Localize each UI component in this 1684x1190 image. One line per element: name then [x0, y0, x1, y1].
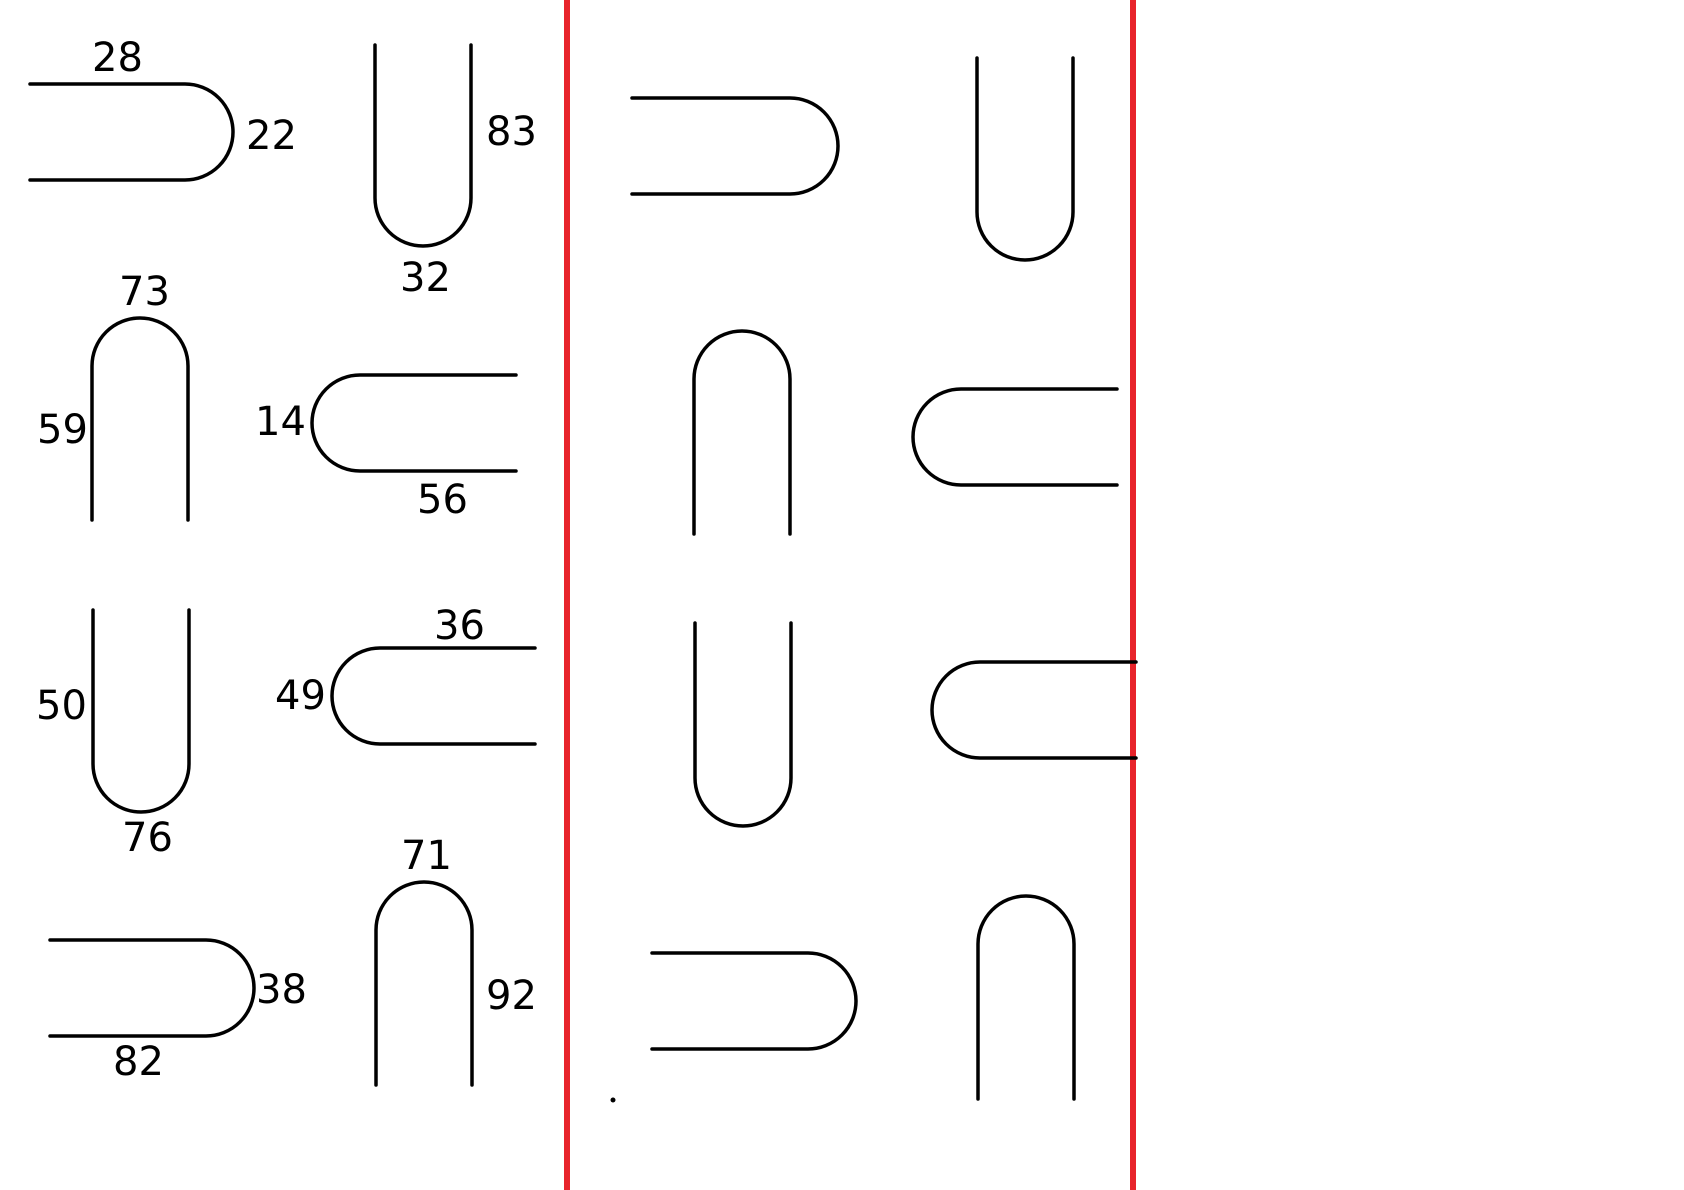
label-shape7-right: 38 — [256, 967, 307, 1013]
label-shape2-right: 83 — [486, 109, 537, 155]
unlabeled-slot-2 — [975, 56, 1075, 262]
slot-shape-4 — [310, 373, 518, 473]
label-shape1-top: 28 — [92, 35, 143, 81]
slot-shape-6 — [330, 646, 537, 746]
stray-dot — [610, 1097, 616, 1103]
label-shape2-bottom: 32 — [400, 255, 451, 301]
slot-shape-8 — [374, 880, 474, 1087]
label-shape3-left: 59 — [37, 407, 88, 453]
label-shape4-left: 14 — [255, 399, 306, 445]
unlabeled-slot-4 — [911, 387, 1119, 487]
unlabeled-slot-3 — [692, 329, 792, 536]
slot-shape-7 — [48, 938, 256, 1038]
unlabeled-slot-1 — [630, 96, 840, 196]
label-shape5-left: 50 — [36, 683, 87, 729]
label-shape8-top: 71 — [401, 833, 452, 879]
unlabeled-slot-5 — [693, 621, 793, 828]
label-shape6-top: 36 — [434, 603, 485, 649]
label-shape8-right: 92 — [486, 973, 537, 1019]
unlabeled-slot-8 — [976, 894, 1076, 1101]
unlabeled-slot-6 — [930, 660, 1138, 760]
label-shape3-top: 73 — [119, 269, 170, 315]
slot-shape-5 — [91, 608, 191, 814]
label-shape4-bottom: 56 — [417, 477, 468, 523]
slot-shape-2 — [373, 43, 473, 248]
label-shape5-bottom: 76 — [122, 815, 173, 861]
slot-shape-3 — [90, 316, 190, 522]
slot-shape-1 — [28, 82, 235, 182]
label-shape6-left: 49 — [275, 673, 326, 719]
unlabeled-slot-7 — [650, 951, 858, 1051]
label-shape1-right: 22 — [246, 113, 297, 159]
label-shape7-bottom: 82 — [113, 1039, 164, 1085]
